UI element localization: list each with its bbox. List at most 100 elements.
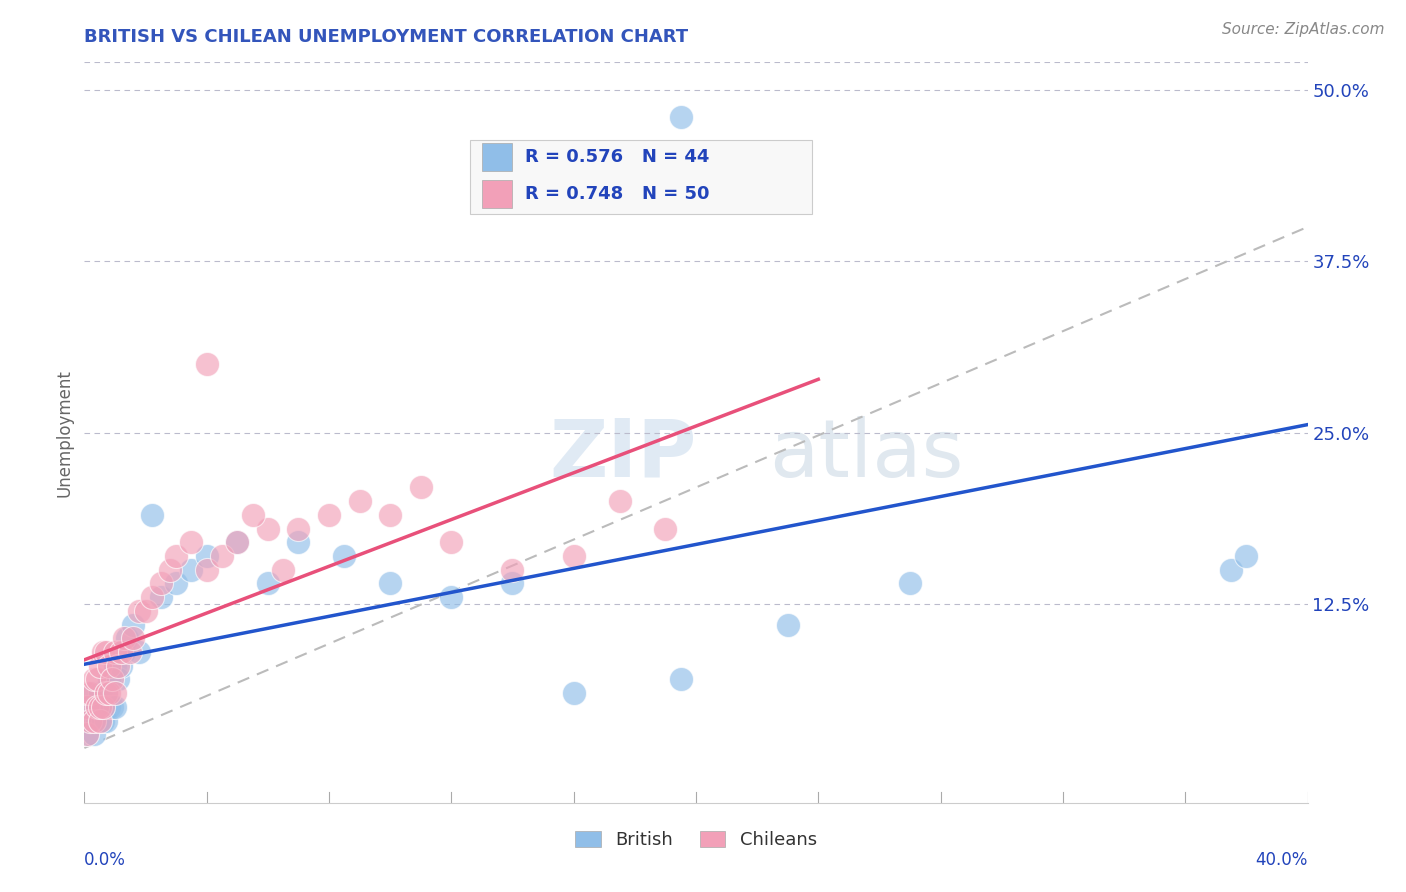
FancyBboxPatch shape (482, 180, 513, 209)
Point (609, 494, 631, 508)
Point (79, 686, 101, 700)
Point (128, 645, 150, 659)
Point (112, 645, 135, 659)
Point (180, 535, 202, 549)
Point (83, 673, 105, 687)
Point (89, 714, 111, 728)
Point (318, 508, 340, 522)
Text: 40.0%: 40.0% (1256, 851, 1308, 869)
Text: ZIP: ZIP (550, 416, 696, 494)
Point (380, 576, 402, 591)
Point (409, 480, 432, 494)
Point (110, 658, 132, 673)
Point (83, 714, 105, 728)
Point (195, 549, 218, 563)
Point (101, 673, 124, 687)
FancyBboxPatch shape (470, 140, 813, 214)
Point (287, 535, 309, 549)
Point (242, 508, 264, 522)
Point (104, 686, 127, 700)
Point (107, 673, 129, 687)
Point (440, 590, 463, 604)
Point (226, 535, 249, 549)
Point (776, 617, 799, 632)
Point (101, 699, 124, 714)
Point (86, 699, 108, 714)
Point (94, 645, 117, 659)
Point (1236, 549, 1258, 563)
Point (76, 686, 98, 700)
Point (79, 714, 101, 728)
Point (86, 714, 108, 728)
Point (97, 673, 120, 687)
FancyBboxPatch shape (482, 143, 513, 171)
Point (89, 714, 111, 728)
Point (159, 563, 181, 577)
Point (380, 508, 402, 522)
Point (180, 563, 202, 577)
Point (107, 658, 129, 673)
Legend: British, Chileans: British, Chileans (575, 831, 817, 849)
Text: R = 0.748   N = 50: R = 0.748 N = 50 (524, 186, 709, 203)
Point (502, 563, 524, 577)
Point (149, 590, 172, 604)
Point (83, 686, 105, 700)
Point (97, 658, 120, 673)
Point (257, 576, 280, 591)
Point (135, 604, 157, 618)
Point (669, 110, 692, 124)
Point (97, 686, 120, 700)
Point (110, 645, 132, 659)
Point (91, 645, 114, 659)
Point (1220, 563, 1243, 577)
Point (440, 535, 463, 549)
Point (94, 686, 117, 700)
Point (669, 673, 692, 687)
Point (83, 727, 105, 741)
Point (104, 699, 127, 714)
Point (287, 522, 309, 536)
Point (211, 549, 233, 563)
Point (91, 714, 114, 728)
Point (76, 727, 98, 741)
Point (104, 645, 127, 659)
Point (112, 632, 135, 646)
Text: R = 0.576   N = 44: R = 0.576 N = 44 (524, 148, 709, 166)
Point (165, 576, 187, 591)
Point (349, 494, 371, 508)
Point (141, 590, 163, 604)
Point (165, 549, 187, 563)
Point (195, 563, 218, 577)
Y-axis label: Unemployment: Unemployment (55, 368, 73, 497)
Point (89, 658, 111, 673)
Point (271, 563, 294, 577)
Text: 0.0%: 0.0% (84, 851, 127, 869)
Point (91, 699, 114, 714)
Point (94, 686, 117, 700)
Point (257, 522, 280, 536)
Point (502, 576, 524, 591)
Point (94, 714, 117, 728)
Point (79, 714, 101, 728)
Point (128, 604, 150, 618)
Point (79, 699, 101, 714)
Point (333, 549, 356, 563)
Point (104, 658, 127, 673)
Text: atlas: atlas (769, 416, 963, 494)
Point (562, 549, 585, 563)
Point (654, 522, 676, 536)
Text: BRITISH VS CHILEAN UNEMPLOYMENT CORRELATION CHART: BRITISH VS CHILEAN UNEMPLOYMENT CORRELAT… (84, 28, 689, 45)
Point (669, 165, 692, 179)
Point (89, 686, 111, 700)
Point (149, 576, 172, 591)
Point (122, 617, 145, 632)
Point (195, 357, 218, 371)
Point (562, 686, 585, 700)
Point (76, 727, 98, 741)
Point (226, 535, 249, 549)
Point (120, 645, 142, 659)
Point (86, 673, 108, 687)
Point (898, 576, 921, 591)
Point (86, 699, 108, 714)
Point (122, 632, 145, 646)
